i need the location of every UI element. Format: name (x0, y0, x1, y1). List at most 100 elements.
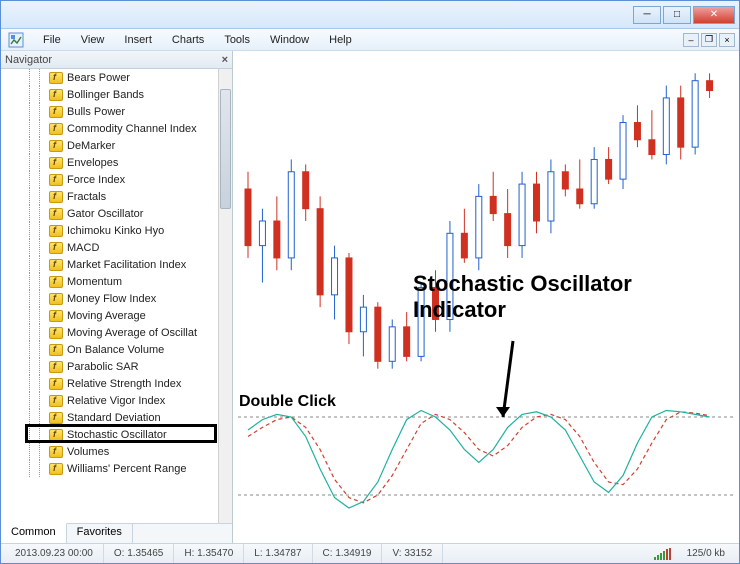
indicator-icon (49, 378, 63, 390)
tree-item[interactable]: Moving Average (1, 307, 218, 324)
menu-tools[interactable]: Tools (214, 32, 260, 48)
window-close-button[interactable]: ✕ (693, 6, 735, 24)
menu-charts[interactable]: Charts (162, 32, 214, 48)
tree-item-label: Bulls Power (67, 106, 125, 118)
tree-item-label: Momentum (67, 276, 122, 288)
app-window: ─ □ ✕ FileViewInsertChartsToolsWindowHel… (0, 0, 740, 564)
statusbar: 2013.09.23 00:00 O: 1.35465 H: 1.35470 L… (1, 543, 739, 563)
tree-item[interactable]: Moving Average of Oscillat (1, 324, 218, 341)
tree-item[interactable]: Envelopes (1, 154, 218, 171)
indicator-icon (49, 106, 63, 118)
annotation-indicator-title: Stochastic Oscillator Indicator (413, 271, 632, 323)
tree-item[interactable]: Commodity Channel Index (1, 120, 218, 137)
indicator-icon (49, 225, 63, 237)
indicator-icon (49, 327, 63, 339)
tree-item[interactable]: Parabolic SAR (1, 358, 218, 375)
indicator-icon (49, 157, 63, 169)
indicator-icon (49, 276, 63, 288)
status-close: C: 1.34919 (313, 544, 383, 563)
tree-item-label: DeMarker (67, 140, 115, 152)
tree-item-label: Williams' Percent Range (67, 463, 186, 475)
tree-item-label: MACD (67, 242, 99, 254)
tree-item[interactable]: Volumes (1, 443, 218, 460)
indicator-icon (49, 344, 63, 356)
indicator-icon (49, 174, 63, 186)
tree-item[interactable]: Gator Oscillator (1, 205, 218, 222)
navigator-tree[interactable]: Bears Power Bollinger Bands Bulls Power Com… (1, 69, 232, 523)
tree-item-label: Market Facilitation Index (67, 259, 186, 271)
tree-item[interactable]: Force Index (1, 171, 218, 188)
tree-item-label: Fractals (67, 191, 106, 203)
titlebar[interactable]: ─ □ ✕ (1, 1, 739, 29)
tree-item[interactable]: Relative Strength Index (1, 375, 218, 392)
tree-item[interactable]: Stochastic Oscillator (1, 426, 218, 443)
menu-window[interactable]: Window (260, 32, 319, 48)
tree-item[interactable]: Williams' Percent Range (1, 460, 218, 477)
navigator-title: Navigator (5, 54, 52, 66)
indicator-icon (49, 208, 63, 220)
nav-tab-favorites[interactable]: Favorites (67, 524, 133, 543)
tree-item[interactable]: DeMarker (1, 137, 218, 154)
tree-item-label: Volumes (67, 446, 109, 458)
indicator-icon (49, 412, 63, 424)
app-icon (5, 31, 27, 49)
navigator-scrollbar[interactable] (218, 69, 232, 523)
menu-insert[interactable]: Insert (114, 32, 162, 48)
mdi-close-button[interactable]: × (719, 33, 735, 47)
tree-item[interactable]: Relative Vigor Index (1, 392, 218, 409)
indicator-icon (49, 293, 63, 305)
window-maximize-button[interactable]: □ (663, 6, 691, 24)
tree-item[interactable]: Ichimoku Kinko Hyo (1, 222, 218, 239)
scroll-thumb[interactable] (220, 89, 231, 209)
indicator-icon (49, 463, 63, 475)
indicator-icon (49, 140, 63, 152)
status-open: O: 1.35465 (104, 544, 174, 563)
indicator-icon (49, 395, 63, 407)
tree-item-label: Parabolic SAR (67, 361, 139, 373)
annotation-double-click: Double Click (239, 393, 336, 411)
tree-item[interactable]: Money Flow Index (1, 290, 218, 307)
tree-item-label: Money Flow Index (67, 293, 156, 305)
tree-item[interactable]: Momentum (1, 273, 218, 290)
tree-item[interactable]: Fractals (1, 188, 218, 205)
mdi-minimize-button[interactable]: – (683, 33, 699, 47)
navigator-tabs: CommonFavorites (1, 523, 232, 543)
tree-item[interactable]: Market Facilitation Index (1, 256, 218, 273)
window-minimize-button[interactable]: ─ (633, 6, 661, 24)
navigator-close-icon[interactable]: × (222, 54, 228, 66)
menu-help[interactable]: Help (319, 32, 362, 48)
connection-bars-icon (654, 548, 671, 560)
tree-item-label: Moving Average (67, 310, 146, 322)
tree-item-label: Bollinger Bands (67, 89, 144, 101)
menu-view[interactable]: View (71, 32, 115, 48)
tree-item[interactable]: MACD (1, 239, 218, 256)
tree-item[interactable]: Standard Deviation (1, 409, 218, 426)
tree-item-label: Relative Strength Index (67, 378, 181, 390)
tree-item[interactable]: On Balance Volume (1, 341, 218, 358)
status-low: L: 1.34787 (244, 544, 312, 563)
chart-area[interactable]: Stochastic Oscillator Indicator Double C… (233, 51, 739, 543)
tree-item-label: Force Index (67, 174, 125, 186)
navigator-header: Navigator × (1, 51, 232, 69)
indicator-icon (49, 72, 63, 84)
tree-item-label: Relative Vigor Index (67, 395, 165, 407)
tree-item[interactable]: Bears Power (1, 69, 218, 86)
tree-item-label: Stochastic Oscillator (67, 429, 167, 441)
tree-item-label: Gator Oscillator (67, 208, 143, 220)
tree-item-label: Bears Power (67, 72, 130, 84)
tree-item[interactable]: Bulls Power (1, 103, 218, 120)
indicator-icon (49, 310, 63, 322)
nav-tab-common[interactable]: Common (1, 523, 67, 543)
indicator-icon (49, 89, 63, 101)
indicator-icon (49, 123, 63, 135)
menu-file[interactable]: File (33, 32, 71, 48)
indicator-icon (49, 446, 63, 458)
indicator-icon (49, 361, 63, 373)
status-kb: 125/0 kb (677, 544, 735, 563)
tree-item-label: On Balance Volume (67, 344, 164, 356)
body-area: Navigator × Bears Power Bollinger Bands Bu… (1, 51, 739, 543)
tree-item[interactable]: Bollinger Bands (1, 86, 218, 103)
mdi-restore-button[interactable]: ❐ (701, 33, 717, 47)
indicator-icon (49, 191, 63, 203)
status-datetime: 2013.09.23 00:00 (5, 544, 104, 563)
